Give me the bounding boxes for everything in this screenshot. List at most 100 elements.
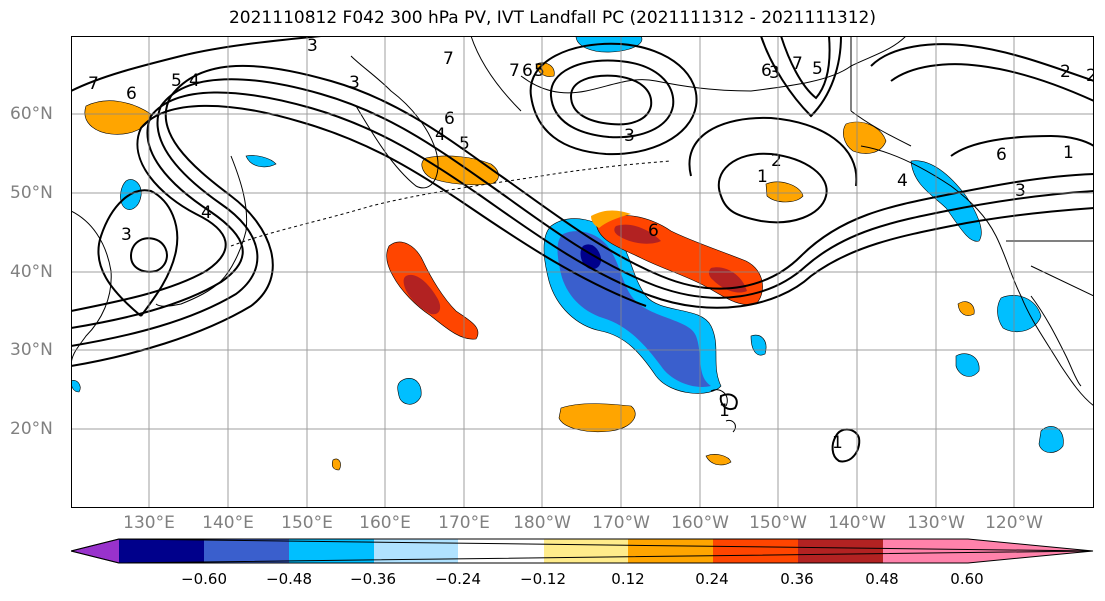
colorbar-swatch bbox=[544, 539, 628, 563]
pv-contour-ridge-ne bbox=[870, 43, 1094, 82]
colorbar-tick-label: −0.24 bbox=[435, 570, 481, 588]
pv-contour-trough-left bbox=[97, 189, 179, 317]
contour-label: 6 bbox=[522, 61, 533, 81]
neg-anomaly-small-3 bbox=[955, 353, 980, 377]
pv-positive-fills bbox=[84, 62, 975, 471]
contour-label: 4 bbox=[201, 203, 212, 223]
colorbar-frame bbox=[71, 538, 1094, 564]
contour-label: 5 bbox=[171, 71, 182, 91]
contour-label: 3 bbox=[769, 63, 780, 83]
contour-label: 5 bbox=[534, 61, 545, 81]
pv-contours bbox=[71, 36, 1094, 463]
colorbar-extend-low bbox=[71, 539, 119, 563]
pos-anomaly-small-2 bbox=[705, 454, 732, 466]
contour-label: 6 bbox=[648, 221, 659, 241]
colorbar-swatch bbox=[289, 539, 374, 563]
pv-contour-ridge-ne-2 bbox=[890, 63, 1094, 102]
lon-label: 160°W bbox=[671, 513, 729, 533]
neg-anomaly-small-1 bbox=[397, 377, 422, 405]
contour-label: 4 bbox=[897, 171, 908, 191]
contour-label: 3 bbox=[307, 36, 318, 56]
pv-contour-loop-right-2 bbox=[780, 36, 831, 100]
us-border bbox=[1006, 240, 1094, 297]
coast-alaska bbox=[470, 36, 907, 112]
lon-label: 180°W bbox=[513, 513, 571, 533]
contour-label: 7 bbox=[443, 49, 454, 69]
colorbar-tick-label: −0.48 bbox=[266, 570, 312, 588]
pv-contour-west-top bbox=[71, 36, 322, 92]
colorbar-swatch bbox=[458, 539, 544, 563]
pos-anomaly-small-5 bbox=[331, 458, 341, 471]
aleutian-dateline bbox=[230, 160, 672, 247]
contour-label: 2 bbox=[1086, 66, 1094, 86]
lon-label: 130°W bbox=[907, 513, 965, 533]
colorbar-tick-label: −0.36 bbox=[350, 570, 396, 588]
colorbar-extend-high bbox=[968, 539, 1093, 563]
coast-hawaii bbox=[710, 389, 736, 433]
contour-label: 6 bbox=[761, 61, 772, 81]
lon-label: 170°E bbox=[438, 513, 490, 533]
pv-contour-east bbox=[950, 134, 1094, 157]
coast-baja bbox=[1030, 295, 1082, 387]
contour-label: 4 bbox=[189, 71, 200, 91]
pv-contour-north-low-2 bbox=[549, 59, 675, 139]
pv-contour-subtrop-1 bbox=[719, 393, 738, 410]
pv-contour-loop-right bbox=[760, 36, 842, 118]
lon-label: 150°E bbox=[281, 513, 333, 533]
colorbar-tick-label: 0.36 bbox=[780, 570, 814, 588]
pv-contour-jet-1 bbox=[71, 64, 1094, 367]
pv-contour-jet-3 bbox=[71, 91, 1094, 329]
lat-label: 40°N bbox=[10, 262, 53, 282]
contour-label: 1 bbox=[719, 401, 730, 421]
gridlines bbox=[71, 36, 1094, 508]
colorbar-swatch bbox=[119, 539, 204, 563]
contour-label: 7 bbox=[792, 54, 803, 74]
colorbar-tick-label: 0.60 bbox=[950, 570, 984, 588]
neg-anomaly-west-coast bbox=[910, 160, 982, 242]
pv-contour-jet-2 bbox=[71, 78, 1094, 347]
contour-label: 1 bbox=[832, 433, 843, 453]
pos-anomaly-small-1 bbox=[765, 181, 804, 203]
colorbar-swatch bbox=[883, 539, 968, 563]
lon-label: 140°W bbox=[828, 513, 886, 533]
contour-label: 6 bbox=[126, 84, 137, 104]
pos-anomaly-west-pacific-core bbox=[403, 274, 441, 315]
lat-label: 20°N bbox=[10, 419, 53, 439]
lat-label: 50°N bbox=[10, 183, 53, 203]
contour-label: 3 bbox=[349, 73, 360, 93]
pv-contour-north-low-3 bbox=[569, 74, 653, 126]
colorbar-swatch bbox=[204, 539, 289, 563]
colorbar bbox=[71, 538, 1094, 564]
pv-contour-jet-4 bbox=[71, 104, 647, 312]
coastlines bbox=[71, 36, 1094, 433]
lat-label: 60°N bbox=[10, 104, 53, 124]
map-panel: 3 7 6 5 4 3 7 6 5 4 3 7 6 5 4 3 2 1 6 4 … bbox=[71, 36, 1094, 508]
lon-label: 130°E bbox=[123, 513, 175, 533]
lat-label: 30°N bbox=[10, 340, 53, 360]
contour-label: 3 bbox=[1015, 181, 1026, 201]
colorbar-tick-label: −0.12 bbox=[520, 570, 566, 588]
contour-label: 7 bbox=[88, 74, 99, 94]
neg-anomaly-small-4 bbox=[1038, 426, 1064, 453]
contour-label: 6 bbox=[444, 109, 455, 129]
contour-label: 2 bbox=[1060, 62, 1071, 82]
pv-contour-gulf-2 bbox=[688, 116, 858, 187]
contour-label: 1 bbox=[757, 167, 768, 187]
coast-kamchatka bbox=[350, 55, 439, 189]
pos-anomaly-gulf-alaska bbox=[843, 121, 887, 154]
colorbar-swatch bbox=[713, 539, 798, 563]
coast-north-america bbox=[860, 145, 1094, 407]
contour-label: 7 bbox=[509, 61, 520, 81]
pos-anomaly-small-3 bbox=[957, 301, 975, 316]
contour-label: 4 bbox=[435, 125, 446, 145]
colorbar-swatch bbox=[798, 539, 883, 563]
map-title: 2021110812 F042 300 hPa PV, IVT Landfall… bbox=[228, 8, 876, 28]
colorbar-tick-label: 0.12 bbox=[611, 570, 645, 588]
contour-label: 1 bbox=[1063, 143, 1074, 163]
lon-label: 140°E bbox=[202, 513, 254, 533]
contour-labels: 3 7 6 5 4 3 7 6 5 4 3 7 6 5 4 3 2 1 6 4 … bbox=[88, 36, 1094, 453]
neg-anomaly-small-5 bbox=[245, 155, 277, 168]
colorbar-tick-label: 0.48 bbox=[865, 570, 899, 588]
colorbar-tick-label: −0.60 bbox=[181, 570, 227, 588]
contour-label: 3 bbox=[624, 126, 635, 146]
